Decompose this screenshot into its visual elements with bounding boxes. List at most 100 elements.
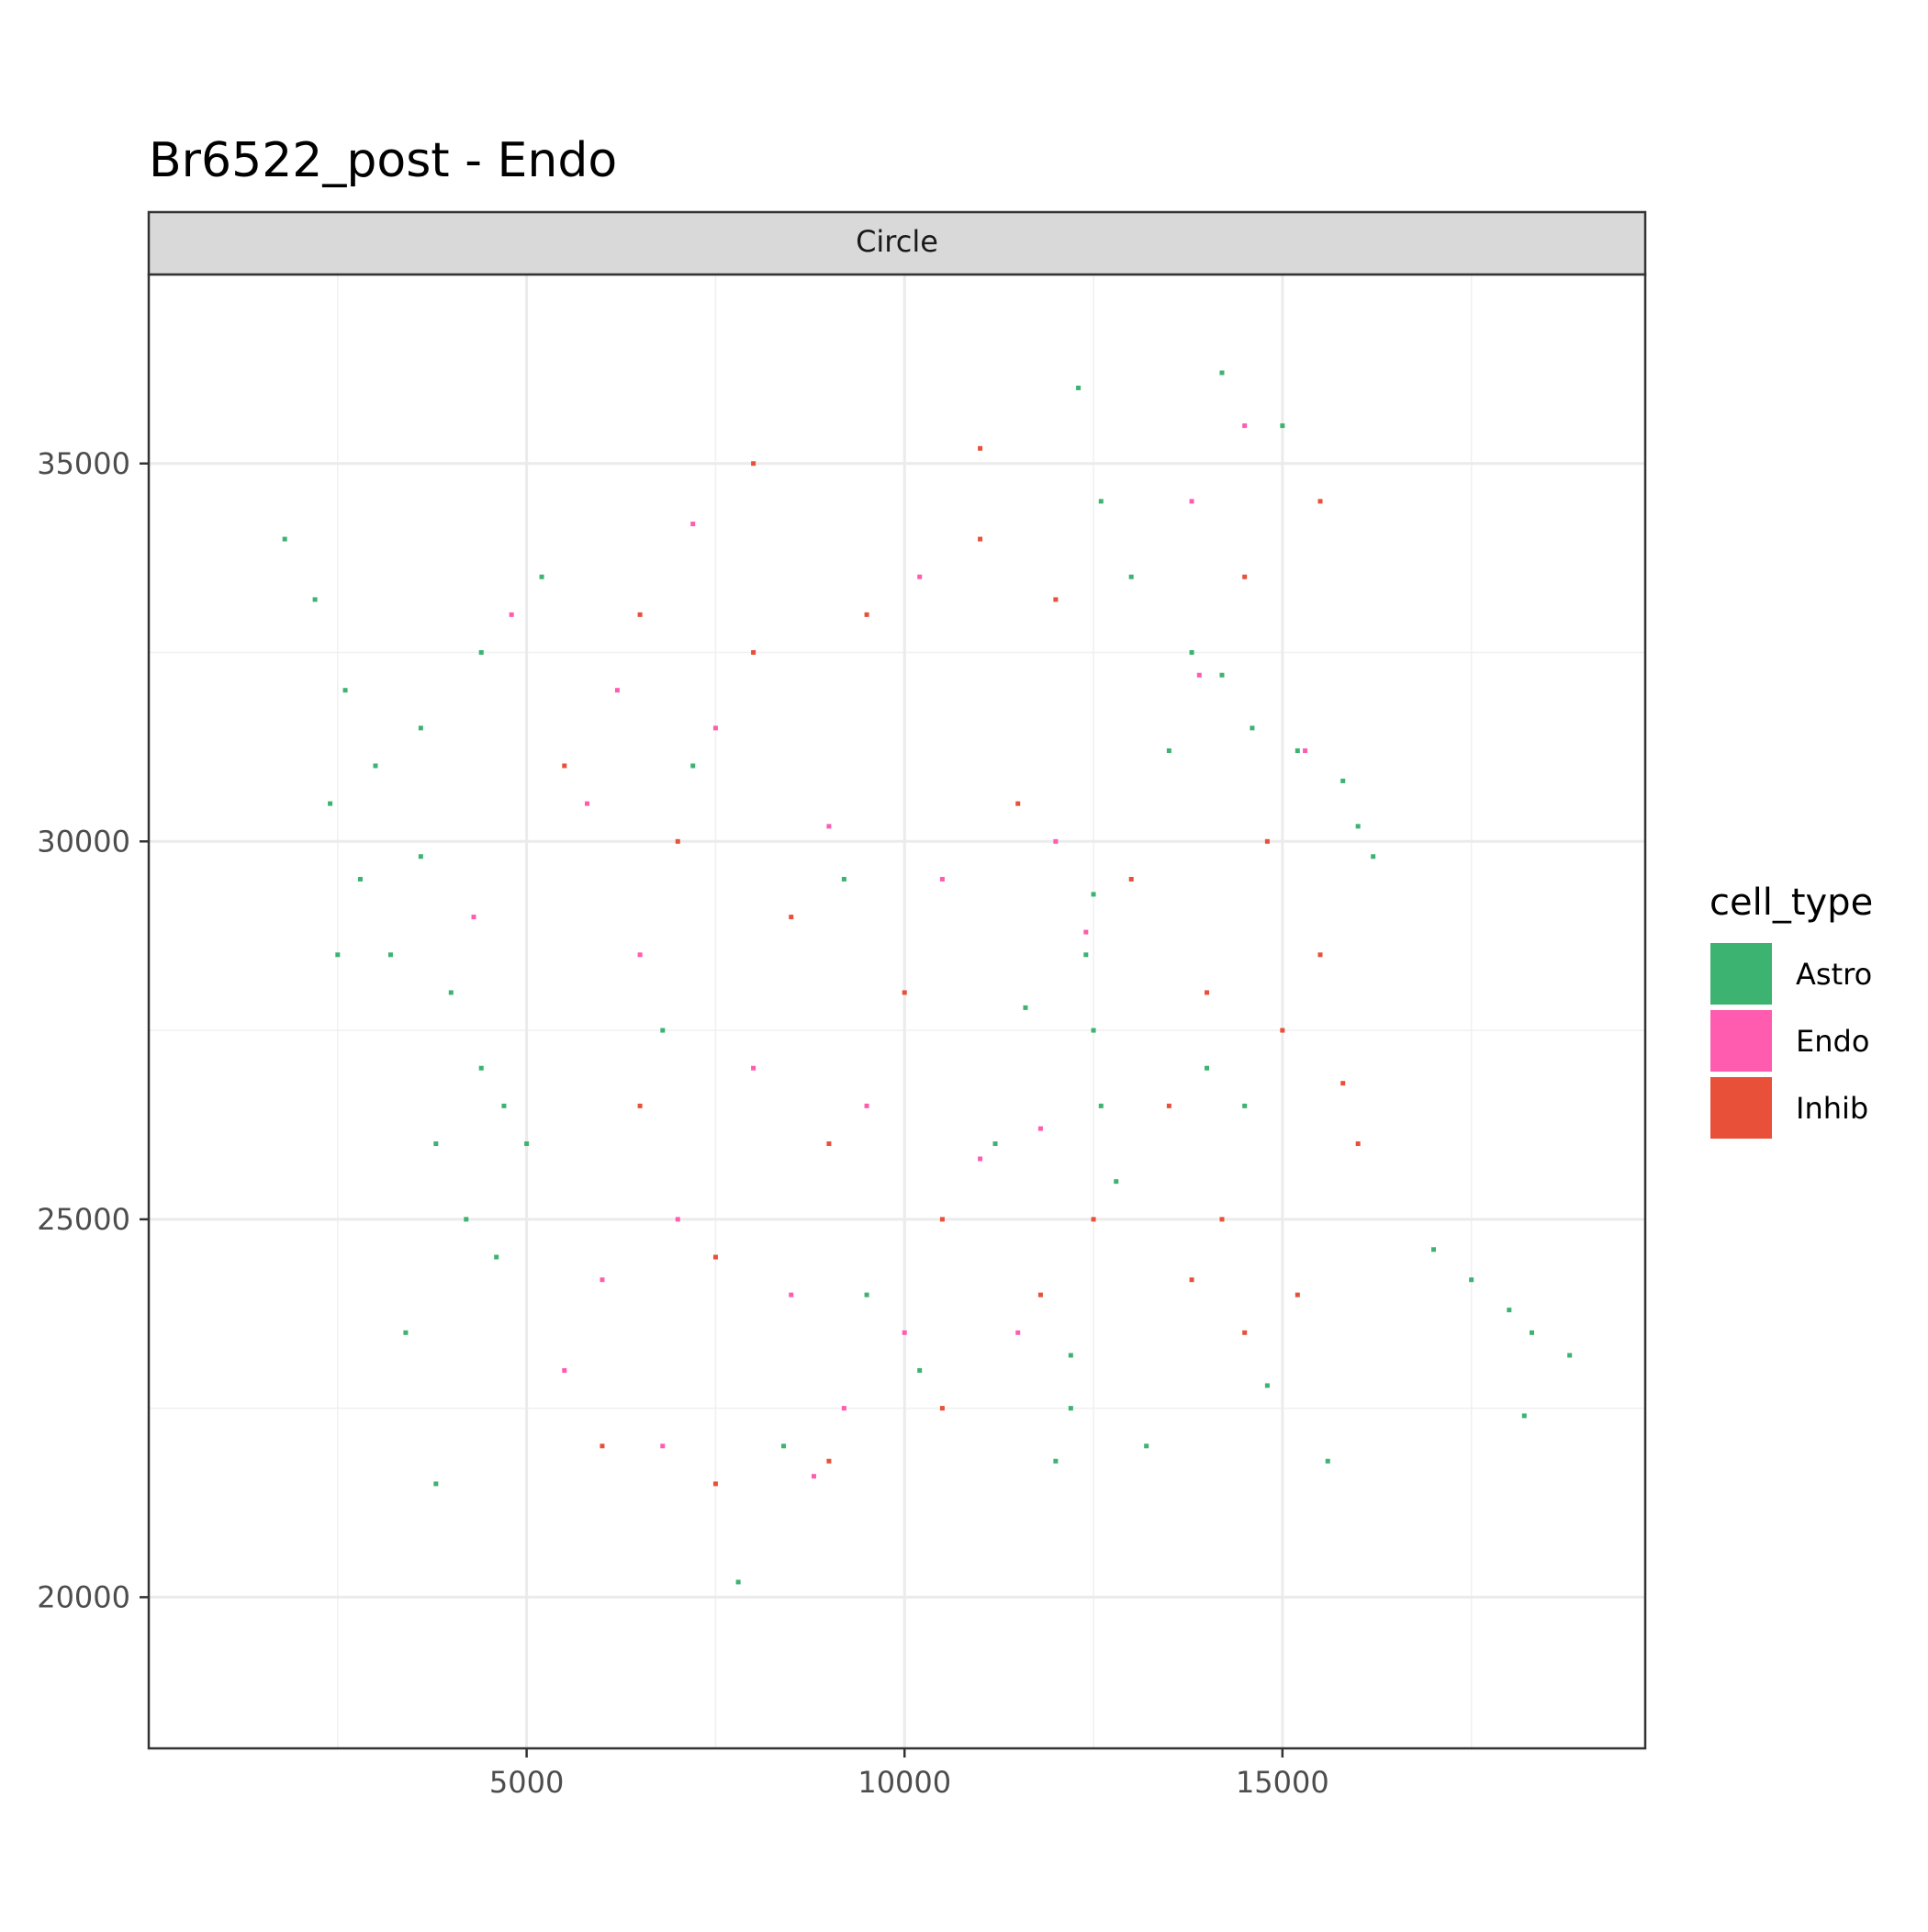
- point-endo: [1015, 1330, 1021, 1335]
- legend-title: cell_type: [1709, 882, 1873, 924]
- point-inhib: [712, 1481, 718, 1487]
- point-inhib: [1242, 1330, 1248, 1335]
- point-inhib: [600, 1443, 605, 1449]
- point-inhib: [1189, 1277, 1194, 1283]
- point-astro: [1219, 672, 1225, 678]
- point-endo: [1053, 838, 1059, 844]
- point-endo: [675, 1217, 680, 1222]
- point-astro: [1068, 1406, 1073, 1411]
- point-astro: [1250, 725, 1255, 731]
- point-astro: [501, 1103, 507, 1108]
- point-astro: [1521, 1413, 1527, 1419]
- point-astro: [781, 1443, 787, 1449]
- point-endo: [811, 1474, 816, 1479]
- point-inhib: [1355, 1141, 1361, 1147]
- point-endo: [637, 952, 643, 958]
- point-astro: [1098, 499, 1104, 504]
- data-points: [282, 370, 1573, 1585]
- point-endo: [1196, 672, 1202, 678]
- point-endo: [584, 801, 589, 806]
- point-astro: [342, 688, 348, 693]
- point-astro: [448, 990, 454, 995]
- y-axis: 20000 25000 30000 35000: [37, 446, 149, 1614]
- y-tick-label: 20000: [37, 1579, 130, 1614]
- y-tick-label: 30000: [37, 824, 130, 859]
- point-astro: [358, 876, 364, 882]
- point-astro: [1205, 1065, 1210, 1071]
- point-astro: [1114, 1179, 1119, 1185]
- point-inhib: [1242, 574, 1248, 579]
- point-astro: [335, 952, 341, 958]
- point-endo: [712, 725, 718, 731]
- point-astro: [1280, 423, 1285, 429]
- point-endo: [660, 1443, 666, 1449]
- point-astro: [373, 763, 378, 769]
- point-astro: [1166, 748, 1171, 754]
- point-endo: [600, 1277, 605, 1283]
- point-astro: [1430, 1247, 1436, 1252]
- point-inhib: [1128, 876, 1134, 882]
- point-endo: [562, 1367, 567, 1373]
- point-endo: [751, 1065, 757, 1071]
- point-endo: [826, 824, 832, 829]
- point-endo: [902, 1330, 907, 1335]
- point-inhib: [751, 650, 757, 656]
- legend-label-endo: Endo: [1796, 1024, 1869, 1059]
- point-endo: [1303, 748, 1308, 754]
- point-astro: [1144, 1443, 1149, 1449]
- point-astro: [690, 763, 696, 769]
- point-inhib: [1091, 1217, 1096, 1222]
- point-astro: [1068, 1353, 1073, 1358]
- point-astro: [660, 1028, 666, 1033]
- legend-label-astro: Astro: [1796, 957, 1872, 992]
- point-inhib: [1295, 1292, 1300, 1297]
- point-astro: [1355, 824, 1361, 829]
- point-astro: [539, 574, 544, 579]
- legend: cell_type Astro Endo Inhib: [1709, 882, 1873, 1139]
- point-inhib: [826, 1141, 832, 1147]
- chart-title: Br6522_post - Endo: [149, 133, 617, 188]
- legend-entries: Astro Endo Inhib: [1710, 943, 1872, 1139]
- point-astro: [1295, 748, 1300, 754]
- point-astro: [1371, 854, 1376, 859]
- y-tick-label: 35000: [37, 446, 130, 481]
- point-astro: [403, 1330, 409, 1335]
- point-astro: [312, 597, 318, 602]
- plot-border: [147, 273, 1647, 1750]
- point-endo: [509, 612, 514, 617]
- legend-key-astro: [1710, 943, 1772, 1005]
- point-endo: [917, 574, 923, 579]
- point-astro: [478, 650, 484, 656]
- point-endo: [614, 688, 620, 693]
- point-astro: [1507, 1308, 1512, 1313]
- point-inhib: [1037, 1292, 1043, 1297]
- point-inhib: [939, 1406, 945, 1411]
- point-astro: [1189, 650, 1194, 656]
- point-inhib: [826, 1458, 832, 1464]
- point-astro: [917, 1367, 923, 1373]
- point-astro: [1219, 370, 1225, 376]
- grid-lines: [149, 275, 1645, 1748]
- facet-strip: [147, 210, 1647, 276]
- point-astro: [1053, 1458, 1059, 1464]
- plot-panel: [149, 275, 1645, 1748]
- point-inhib: [902, 990, 907, 995]
- point-inhib: [1166, 1103, 1171, 1108]
- point-astro: [1469, 1277, 1474, 1283]
- point-astro: [1023, 1005, 1028, 1010]
- point-endo: [841, 1406, 846, 1411]
- point-astro: [387, 952, 393, 958]
- point-inhib: [978, 536, 983, 542]
- point-astro: [1242, 1103, 1248, 1108]
- point-astro: [1128, 574, 1134, 579]
- point-astro: [478, 1065, 484, 1071]
- point-astro: [1340, 778, 1346, 783]
- point-endo: [789, 1292, 794, 1297]
- point-astro: [735, 1579, 741, 1585]
- point-endo: [978, 1156, 983, 1162]
- point-endo: [1037, 1126, 1043, 1131]
- point-astro: [1530, 1330, 1535, 1335]
- x-axis: 5000 10000 15000: [489, 1748, 1329, 1800]
- point-inhib: [789, 915, 794, 920]
